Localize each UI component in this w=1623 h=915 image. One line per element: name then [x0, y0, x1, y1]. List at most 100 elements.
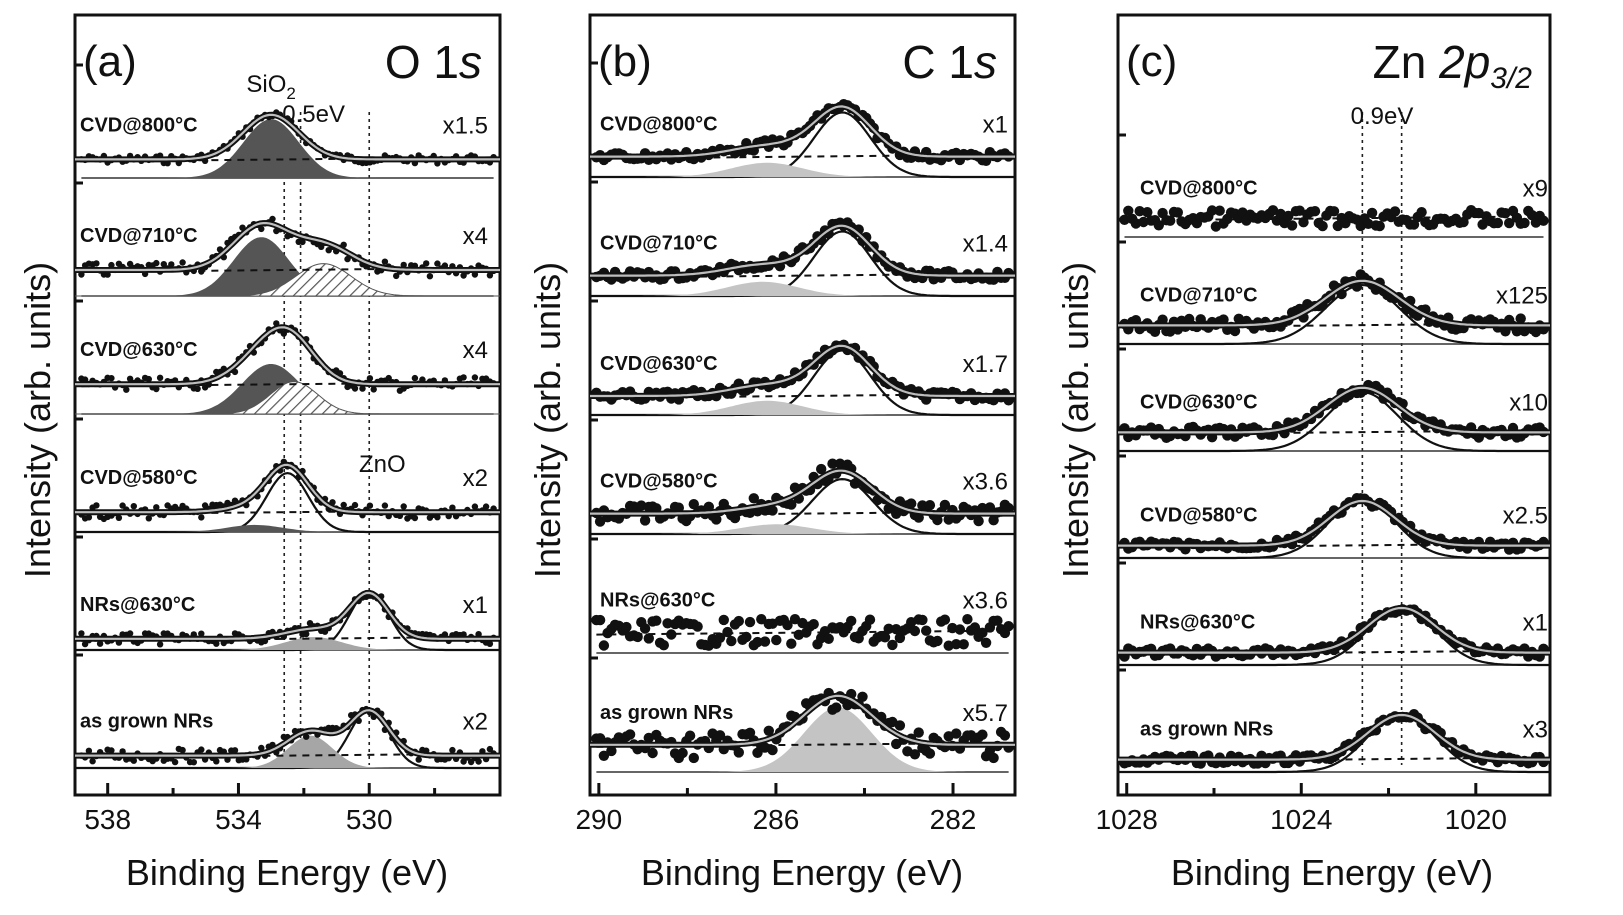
- sample-label: CVD@630°C: [80, 339, 198, 361]
- data-point: [471, 503, 479, 510]
- data-point: [482, 503, 490, 510]
- data-point: [434, 514, 441, 521]
- x-axis-title-c: Binding Energy (eV): [1171, 852, 1493, 893]
- sample-label: CVD@630°C: [1140, 391, 1258, 413]
- data-point: [999, 730, 1011, 741]
- data-point: [913, 727, 924, 738]
- data-point: [123, 386, 130, 393]
- sample-label: CVD@710°C: [80, 225, 198, 247]
- data-point: [1206, 205, 1218, 216]
- sample-label: CVD@800°C: [80, 114, 198, 136]
- data-point: [486, 745, 494, 753]
- data-point: [85, 747, 93, 754]
- data-point: [381, 502, 389, 509]
- panel-letter: (a): [83, 37, 137, 86]
- data-point: [718, 614, 729, 626]
- sample-label: as grown NRs: [80, 711, 213, 733]
- sample-label: CVD@580°C: [80, 467, 198, 489]
- data-point: [887, 639, 898, 651]
- scale-factor-label: x3.6: [963, 469, 1008, 496]
- data-point: [879, 632, 891, 643]
- data-point: [1298, 217, 1309, 228]
- data-point: [1511, 326, 1523, 337]
- data-point: [831, 702, 842, 713]
- data-point: [108, 747, 115, 754]
- data-point: [108, 375, 115, 382]
- data-point: [1515, 313, 1526, 324]
- data-point: [198, 630, 205, 637]
- component-area: [75, 637, 500, 650]
- data-point: [1134, 206, 1145, 217]
- scale-factor-label: x1: [1523, 610, 1548, 637]
- component-peak: [1118, 711, 1550, 774]
- fit-envelope-inner: [590, 224, 1015, 277]
- data-point: [258, 744, 265, 752]
- fit-envelope-inner: [1118, 713, 1550, 761]
- data-point: [711, 514, 722, 525]
- component-area: [75, 735, 500, 768]
- data-point: [782, 619, 793, 631]
- scale-factor-label: x1: [983, 112, 1008, 139]
- data-point: [733, 747, 744, 758]
- data-point: [909, 625, 921, 637]
- data-point: [153, 385, 160, 393]
- fit-envelope-inner: [75, 326, 500, 386]
- data-point: [748, 493, 759, 504]
- spectrum-3: CVD@580°C x2: [75, 458, 500, 534]
- data-point: [688, 752, 699, 764]
- data-point: [733, 615, 744, 627]
- data-point: [722, 626, 733, 638]
- panel-frame: [588, 13, 1017, 797]
- data-point: [126, 630, 134, 637]
- x-tick-label: 286: [753, 804, 800, 835]
- spectrum-1: CVD@710°C x125: [1118, 269, 1550, 346]
- data-point: [1218, 314, 1229, 325]
- data-point: [1267, 205, 1279, 216]
- data-point: [857, 691, 868, 702]
- scale-factor-label: x1.5: [443, 112, 488, 139]
- scale-factor-label: x2: [463, 465, 488, 492]
- data-point: [471, 374, 479, 381]
- data-point: [423, 260, 430, 267]
- fit-envelope-inner: [590, 694, 1015, 746]
- spectrum-5: as grown NRs x2: [75, 705, 500, 770]
- sample-label: as grown NRs: [1140, 719, 1273, 741]
- data-point: [846, 615, 857, 627]
- data-point: [1119, 214, 1130, 225]
- component-peak: [75, 471, 500, 534]
- data-point: [917, 614, 928, 626]
- data-point: [351, 385, 359, 392]
- sample-label: NRs@630°C: [600, 590, 715, 612]
- data-point: [115, 514, 123, 521]
- x-tick-label: 1020: [1445, 804, 1507, 835]
- data-point: [156, 641, 164, 648]
- data-point: [381, 258, 389, 265]
- x-tick-label: 538: [84, 804, 131, 835]
- data-point: [96, 640, 104, 647]
- scale-factor-label: x4: [463, 337, 488, 364]
- data-point: [156, 374, 164, 381]
- data-point: [763, 725, 774, 736]
- component-area: [590, 400, 1015, 415]
- data-point: [126, 375, 134, 382]
- scale-factor-label: x10: [1509, 389, 1548, 416]
- y-axis-title-b: Intensity (arb. units): [527, 262, 568, 578]
- fit-envelope-inner: [75, 222, 500, 272]
- data-point: [643, 633, 654, 644]
- component-peak: [1118, 283, 1550, 346]
- scale-factor-label: x1: [463, 592, 488, 619]
- component-area: [590, 707, 1015, 772]
- data-point: [78, 630, 85, 637]
- data-point: [370, 386, 377, 393]
- data-point: [198, 746, 205, 753]
- data-point: [411, 374, 419, 382]
- spectrum-2: CVD@630°C x1.7: [590, 339, 1015, 417]
- data-point: [639, 515, 651, 526]
- data-point: [213, 640, 220, 647]
- fit-envelope-inner: [75, 591, 500, 640]
- data-point: [419, 376, 426, 383]
- data-point: [1229, 325, 1241, 337]
- data-point: [366, 502, 374, 509]
- data-point: [213, 758, 220, 765]
- panel-title: Zn 2p3/2: [1373, 36, 1533, 95]
